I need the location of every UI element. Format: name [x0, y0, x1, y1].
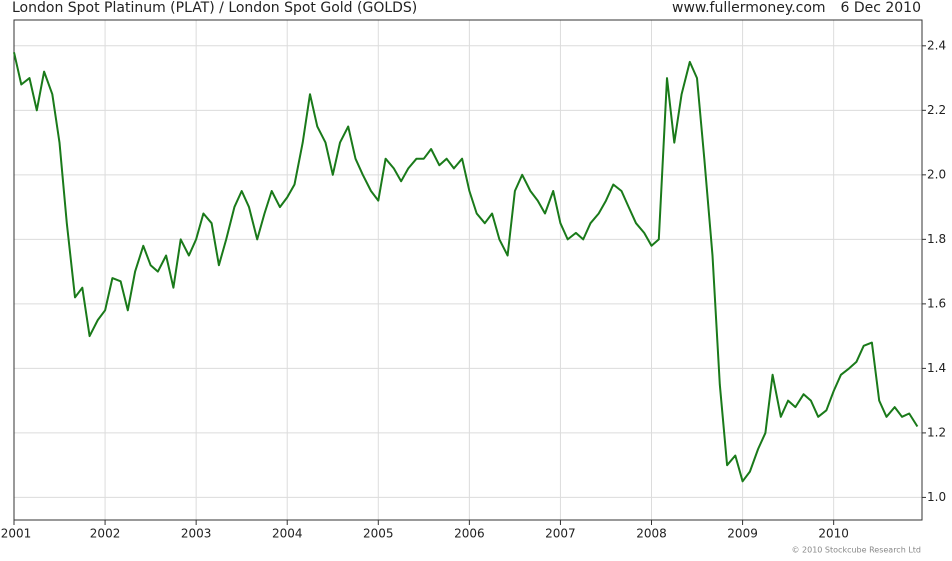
- y-tick-label: 1.0: [927, 490, 946, 504]
- x-tick-label: 2004: [272, 527, 303, 541]
- y-tick-label: 2.0: [927, 167, 946, 181]
- x-tick-label: 2009: [727, 527, 758, 541]
- plot-area: [14, 20, 922, 520]
- series-line: [13, 52, 919, 483]
- x-tick-label: 2006: [454, 527, 485, 541]
- y-tick-label: 1.8: [927, 232, 946, 246]
- x-tick-label: 2002: [90, 527, 121, 541]
- copyright: © 2010 Stockcube Research Ltd: [791, 546, 921, 555]
- y-tick-label: 1.6: [927, 296, 946, 310]
- x-tick-label: 2008: [636, 527, 667, 541]
- y-tick-label: 2.2: [927, 103, 946, 117]
- x-tick-label: 2005: [363, 527, 394, 541]
- plot-frame: [13, 19, 923, 521]
- x-tick-label: 2001: [1, 527, 32, 541]
- x-tick-label: 2010: [818, 527, 849, 541]
- y-tick-label: 2.4: [927, 38, 946, 52]
- y-tick-label: 1.4: [927, 361, 946, 375]
- date: 6 Dec 2010: [840, 0, 921, 16]
- x-tick-label: 2003: [181, 527, 212, 541]
- chart-title: London Spot Platinum (PLAT) / London Spo…: [12, 0, 417, 16]
- source: www.fullermoney.com: [672, 0, 826, 16]
- y-tick-label: 1.2: [927, 425, 946, 439]
- x-tick-label: 2007: [545, 527, 576, 541]
